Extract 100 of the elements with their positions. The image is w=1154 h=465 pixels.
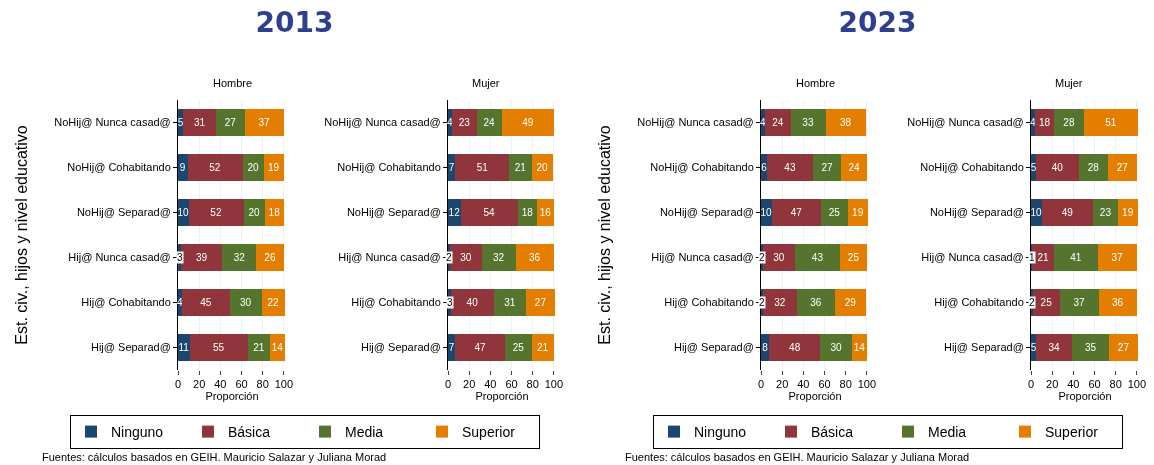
bar (229, 289, 262, 316)
data-label: 14 (271, 342, 284, 353)
y-tick-label: Hij@ Separad@ (673, 341, 754, 354)
data-label: 25 (512, 342, 525, 353)
bar (790, 109, 826, 136)
chart-subtitle: Hombre (213, 77, 253, 89)
data-label: 25 (828, 207, 841, 218)
bar (840, 244, 867, 271)
bar (1097, 244, 1137, 271)
x-tick-label: 20 (193, 378, 206, 391)
x-tick-label: 0 (1027, 378, 1035, 391)
data-label: 7 (448, 162, 455, 173)
bar (216, 109, 245, 136)
x-tick-label: 80 (1109, 378, 1122, 391)
x-tick-label: 0 (444, 378, 452, 391)
x-tick-label: 40 (484, 378, 497, 391)
x-tick-label: 100 (1127, 378, 1147, 391)
bar (821, 199, 848, 226)
y-tick-label: NoHij@ Separad@ (659, 206, 754, 219)
y-tick-label: Hij@ Nunca casad@ (651, 251, 754, 264)
y-tick-label: NoHij@ Nunca casad@ (907, 116, 1024, 129)
x-tick-label: 60 (818, 378, 831, 391)
bar (455, 334, 506, 361)
data-label: 24 (483, 117, 496, 128)
data-label: 54 (483, 207, 496, 218)
bar (188, 199, 244, 226)
data-label: 18 (521, 207, 534, 218)
bar (247, 334, 271, 361)
y-tick-label: NoHij@ Cohabitando (920, 161, 1024, 174)
data-label: 49 (1061, 207, 1074, 218)
y-tick-label: NoHij@ Cohabitando (67, 161, 171, 174)
bar (765, 109, 791, 136)
bar (256, 244, 284, 271)
data-label: 48 (789, 342, 801, 353)
data-label: 23 (458, 117, 471, 128)
data-label: 28 (1087, 162, 1100, 173)
data-label: 49 (522, 117, 534, 128)
data-label: 21 (1037, 252, 1049, 263)
data-label: 47 (790, 207, 803, 218)
legend-label: Básica (228, 424, 271, 441)
data-label: 19 (268, 162, 280, 173)
bar (502, 109, 554, 136)
data-label: 26 (264, 252, 276, 263)
data-label: 11 (178, 342, 190, 353)
bar (476, 109, 502, 136)
y-tick-label: Hij@ Nunca casad@ (338, 251, 441, 264)
bar (1083, 109, 1138, 136)
bar (1054, 244, 1098, 271)
y-tick-label: NoHij@ Cohabitando (337, 161, 441, 174)
data-label: 2 (446, 252, 452, 263)
x-tick-label: 100 (274, 378, 294, 391)
bar (182, 289, 230, 316)
x-tick-label: 0 (757, 378, 765, 391)
y-tick-label: NoHij@ Nunca casad@ (54, 116, 171, 129)
x-tick-label: 20 (1046, 378, 1059, 391)
chart-subtitle: Mujer (472, 77, 500, 89)
x-tick-label: 20 (463, 378, 476, 391)
bar (183, 109, 217, 136)
x-tick-label: 60 (1088, 378, 1101, 391)
data-label: 5 (1030, 342, 1037, 353)
bar (794, 244, 841, 271)
data-label: 31 (504, 297, 516, 308)
data-label: 36 (1112, 297, 1124, 308)
bar (769, 334, 821, 361)
data-label: 4 (447, 117, 454, 128)
x-tick-label: 80 (256, 378, 269, 391)
data-label: 27 (1116, 162, 1129, 173)
data-label: 55 (212, 342, 225, 353)
data-label: 37 (1073, 297, 1085, 308)
x-tick-label: 60 (235, 378, 248, 391)
data-label: 18 (268, 207, 281, 218)
source-note: Fuentes: cálculos basados en GEIH. Mauricio Salazar y Juliana Morad (625, 451, 970, 463)
y-tick-label: Hij@ Separad@ (943, 341, 1024, 354)
data-label: 20 (248, 207, 261, 218)
data-label: 23 (1099, 207, 1112, 218)
data-label: 20 (536, 162, 549, 173)
x-tick-label: 40 (797, 378, 810, 391)
data-label: 52 (209, 162, 221, 173)
legend-label: Superior (1045, 424, 1099, 441)
bar (187, 154, 243, 181)
y-tick-label: NoHij@ Separad@ (929, 206, 1024, 219)
bar (481, 244, 516, 271)
bar (1036, 154, 1079, 181)
data-label: 33 (802, 117, 814, 128)
data-label: 25 (1040, 297, 1053, 308)
data-label: 24 (772, 117, 784, 128)
x-axis-title: Proporción (788, 390, 842, 403)
chart-subtitle: Mujer (1055, 77, 1083, 89)
bar (244, 109, 284, 136)
chart-subtitle: Hombre (796, 77, 836, 89)
data-label: 21 (536, 342, 549, 353)
data-label: 2 (759, 297, 765, 308)
data-label: 19 (1122, 207, 1134, 218)
data-label: 16 (539, 207, 552, 218)
x-tick-label: 100 (857, 378, 877, 391)
data-label: 43 (811, 252, 824, 263)
data-label: 30 (830, 342, 842, 353)
legend-label: Superior (462, 424, 516, 441)
y-tick-label: Hij@ Cohabitando (934, 296, 1024, 309)
x-tick-label: 100 (544, 378, 564, 391)
